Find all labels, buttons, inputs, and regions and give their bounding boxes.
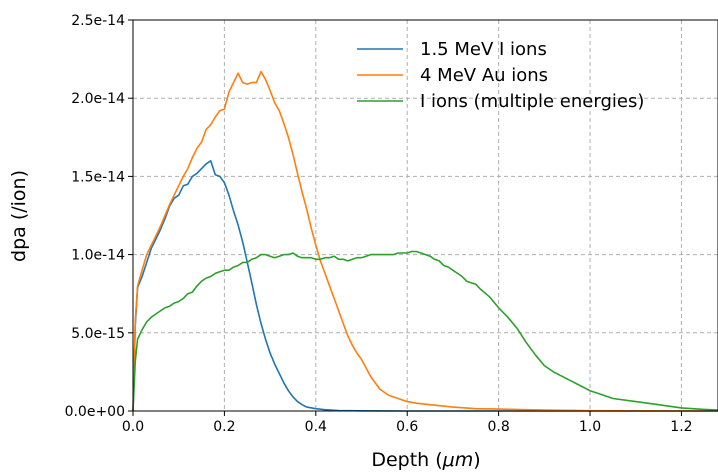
x-tick-label: 1.0 <box>579 419 601 435</box>
x-tick-label: 0.4 <box>305 419 327 435</box>
series-group <box>132 70 718 412</box>
x-axis-label-text: Depth ( <box>371 449 442 471</box>
x-tick-label: 0.6 <box>396 419 418 435</box>
series-line-1 <box>132 160 718 412</box>
x-tick-label: 0.0 <box>122 419 144 435</box>
x-tick-label: 1.2 <box>670 419 692 435</box>
legend-label-1: 1.5 MeV I ions <box>420 39 547 60</box>
x-tick-label: 0.8 <box>487 419 509 435</box>
y-axis-label: dpa (/ion) <box>8 170 30 262</box>
y-tick-label: 2.5e-14 <box>71 13 125 29</box>
y-tick-label: 1.5e-14 <box>71 169 125 185</box>
y-tick-label: 0.0e+00 <box>65 404 125 420</box>
x-axis-label-unit: μm <box>442 449 474 471</box>
legend: 1.5 MeV I ions 4 MeV Au ions I ions (multi… <box>357 39 644 112</box>
y-tick-label: 5.0e-15 <box>71 326 125 342</box>
series-line-2 <box>132 70 718 412</box>
grid <box>132 19 718 412</box>
x-tick-label: 0.2 <box>213 419 235 435</box>
legend-label-3: I ions (multiple energies) <box>420 91 644 112</box>
x-axis-label: Depth (μm) <box>371 449 480 471</box>
ticks: 0.0 0.2 0.4 0.6 0.8 1.0 1.2 0.0e+00 5.0e-15 1.0e-… <box>65 13 693 435</box>
legend-label-2: 4 MeV Au ions <box>420 65 548 86</box>
y-tick-label: 1.0e-14 <box>71 248 125 264</box>
plot-frame <box>132 19 718 412</box>
x-axis-label-close: ) <box>473 449 480 471</box>
y-tick-label: 2.0e-14 <box>71 91 125 107</box>
series-line-3 <box>132 250 718 412</box>
